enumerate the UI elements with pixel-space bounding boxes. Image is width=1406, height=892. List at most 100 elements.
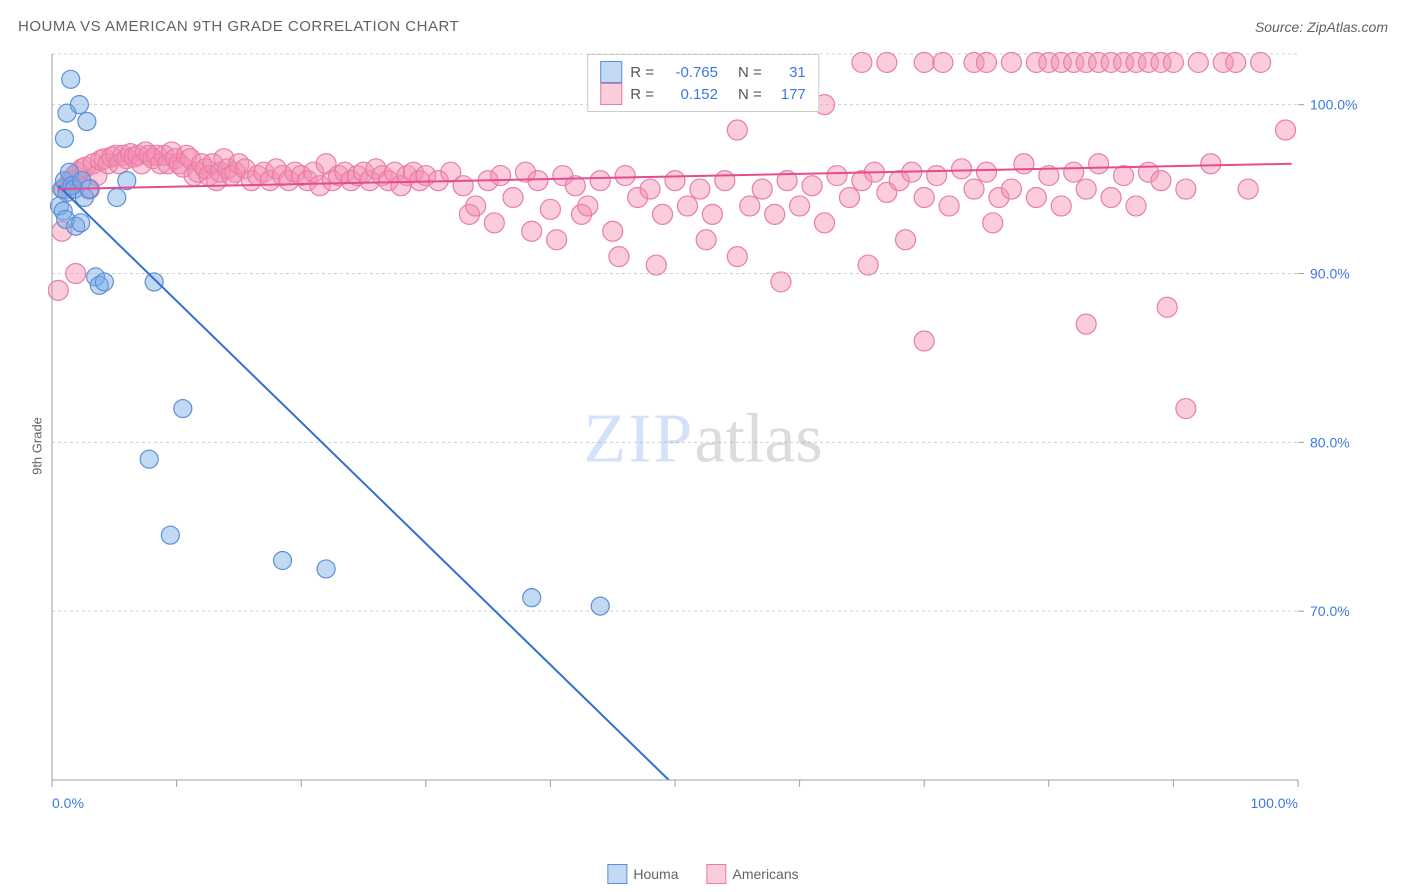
- scatter-point: [1014, 154, 1034, 174]
- scatter-point: [1126, 196, 1146, 216]
- scatter-point: [522, 221, 542, 241]
- scatter-point: [1051, 196, 1071, 216]
- scatter-point: [1064, 162, 1084, 182]
- y-tick-label: 100.0%: [1310, 97, 1357, 113]
- legend-swatch: [600, 61, 622, 83]
- scatter-point: [827, 166, 847, 186]
- scatter-point: [1188, 52, 1208, 72]
- scatter-point: [977, 52, 997, 72]
- scatter-point: [727, 247, 747, 267]
- scatter-point: [977, 162, 997, 182]
- scatter-point: [1101, 188, 1121, 208]
- scatter-point: [852, 52, 872, 72]
- scatter-point: [702, 204, 722, 224]
- scatter-point: [765, 204, 785, 224]
- scatter-point: [1001, 52, 1021, 72]
- scatter-point: [696, 230, 716, 250]
- scatter-point: [802, 176, 822, 196]
- scatter-point: [317, 560, 335, 578]
- scatter-point: [484, 213, 504, 233]
- scatter-point: [615, 166, 635, 186]
- legend-item: Americans: [707, 864, 799, 884]
- scatter-point: [72, 214, 90, 232]
- scatter-point: [590, 171, 610, 191]
- scatter-point: [914, 52, 934, 72]
- scatter-point: [95, 273, 113, 291]
- scatter-point: [48, 280, 68, 300]
- scatter-point: [70, 96, 88, 114]
- scatter-point: [914, 331, 934, 351]
- scatter-point: [78, 113, 96, 131]
- chart-source: Source: ZipAtlas.com: [1255, 19, 1388, 35]
- scatter-point: [715, 171, 735, 191]
- scatter-point: [1251, 52, 1271, 72]
- scatter-point: [752, 179, 772, 199]
- y-tick-label: 70.0%: [1310, 603, 1350, 619]
- scatter-point: [145, 273, 163, 291]
- scatter-svg: 0.0%100.0%70.0%80.0%90.0%100.0%: [48, 50, 1368, 820]
- plot-area: 0.0%100.0%70.0%80.0%90.0%100.0%: [48, 50, 1368, 820]
- scatter-point: [790, 196, 810, 216]
- scatter-point: [815, 213, 835, 233]
- n-label: N =: [738, 84, 762, 105]
- scatter-point: [603, 221, 623, 241]
- r-value: 0.152: [662, 84, 718, 105]
- legend-label: Houma: [633, 866, 678, 882]
- scatter-point: [55, 129, 73, 147]
- legend-swatch: [707, 864, 727, 884]
- scatter-point: [578, 196, 598, 216]
- chart-header: HOUMA VS AMERICAN 9TH GRADE CORRELATION …: [18, 18, 1388, 35]
- scatter-point: [653, 204, 673, 224]
- trend-line: [58, 186, 669, 780]
- scatter-point: [858, 255, 878, 275]
- legend-swatch: [607, 864, 627, 884]
- scatter-point: [983, 213, 1003, 233]
- scatter-point: [1238, 179, 1258, 199]
- scatter-point: [547, 230, 567, 250]
- scatter-point: [771, 272, 791, 292]
- scatter-point: [108, 189, 126, 207]
- scatter-point: [1157, 297, 1177, 317]
- scatter-point: [839, 188, 859, 208]
- correlation-row: R =0.152N =177: [600, 83, 806, 105]
- n-value: 31: [770, 62, 806, 83]
- correlation-row: R =-0.765N =31: [600, 61, 806, 83]
- scatter-point: [896, 230, 916, 250]
- scatter-point: [1114, 166, 1134, 186]
- scatter-point: [503, 188, 523, 208]
- scatter-point: [964, 179, 984, 199]
- scatter-point: [640, 179, 660, 199]
- scatter-point: [1176, 399, 1196, 419]
- scatter-point: [523, 589, 541, 607]
- y-tick-label: 90.0%: [1310, 265, 1350, 281]
- chart-title: HOUMA VS AMERICAN 9TH GRADE CORRELATION …: [18, 18, 459, 35]
- scatter-point: [1201, 154, 1221, 174]
- scatter-point: [1151, 171, 1171, 191]
- scatter-point: [665, 171, 685, 191]
- scatter-point: [66, 263, 86, 283]
- scatter-point: [609, 247, 629, 267]
- scatter-point: [939, 196, 959, 216]
- scatter-point: [690, 179, 710, 199]
- scatter-point: [1001, 179, 1021, 199]
- scatter-point: [453, 176, 473, 196]
- x-tick-label: 0.0%: [52, 795, 84, 811]
- r-label: R =: [630, 62, 654, 83]
- scatter-point: [727, 120, 747, 140]
- scatter-point: [466, 196, 486, 216]
- scatter-point: [1076, 179, 1096, 199]
- scatter-point: [491, 166, 511, 186]
- scatter-point: [540, 199, 560, 219]
- r-value: -0.765: [662, 62, 718, 83]
- scatter-point: [1089, 154, 1109, 174]
- scatter-point: [1176, 179, 1196, 199]
- scatter-point: [1026, 188, 1046, 208]
- r-label: R =: [630, 84, 654, 105]
- scatter-point: [1276, 120, 1296, 140]
- legend-item: Houma: [607, 864, 678, 884]
- y-tick-label: 80.0%: [1310, 434, 1350, 450]
- legend-label: Americans: [733, 866, 799, 882]
- scatter-point: [914, 188, 934, 208]
- scatter-point: [174, 400, 192, 418]
- scatter-point: [528, 171, 548, 191]
